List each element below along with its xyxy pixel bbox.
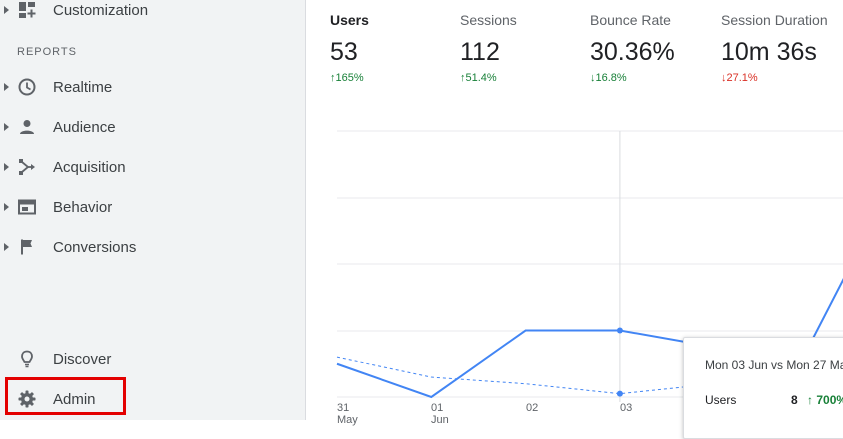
sidebar-item-acquisition[interactable]: Acquisition [0,149,305,185]
x-tick-label: 02 [526,402,539,414]
dashboard-plus-icon [17,0,37,20]
x-tick-label: 03 [620,402,633,414]
metric-value: 30.36% [590,38,675,66]
expand-caret-icon [4,203,9,211]
metric-change: ↓27.1% [721,72,758,84]
sidebar-item-label: Customization [53,1,149,19]
sidebar-item-label: Admin [53,390,96,408]
hover-point [616,327,623,334]
main-content: Users 53 ↑165% Sessions 112 ↑51.4% Bounc… [306,0,843,426]
tooltip-metric-label: Users [705,393,737,407]
metric-value: 10m 36s [721,38,817,66]
tooltip-metric-change: ↑ 700% [807,393,843,407]
metric-change: ↑51.4% [460,72,497,84]
expand-caret-icon [4,6,9,14]
arrow-down-icon: ↓ [590,72,596,84]
sidebar-item-label: Conversions [53,238,137,256]
x-tick-label: 01 Jun [431,402,449,426]
hover-point [616,390,623,397]
sidebar-item-admin[interactable]: Admin [0,381,305,417]
lightbulb-icon [17,349,37,369]
expand-caret-icon [4,243,9,251]
x-tick-label: 31 May [337,402,358,426]
gear-icon [17,389,37,409]
sidebar-item-customization[interactable]: Customization [0,0,305,28]
admin-highlight-box [5,377,126,415]
arrow-down-icon: ↓ [721,72,727,84]
metric-tab-session-duration[interactable]: Session Duration 10m 36s ↓27.1% [721,12,828,84]
sidebar-item-label: Audience [53,118,116,136]
arrow-up-icon: ↑ [807,393,813,407]
metric-tab-users[interactable]: Users 53 ↑165% [330,12,369,84]
expand-caret-icon [4,83,9,91]
metric-value: 53 [330,38,358,66]
sidebar-item-audience[interactable]: Audience [0,109,305,145]
sidebar-item-behavior[interactable]: Behavior [0,189,305,225]
sidebar: Customization REPORTS Realtime Audience [0,0,306,420]
clock-icon [17,77,37,97]
reports-section-label: REPORTS [17,46,77,58]
metric-tab-bounce-rate[interactable]: Bounce Rate 30.36% ↓16.8% [590,12,675,84]
sidebar-item-label: Acquisition [53,158,126,176]
tooltip-metric-value: 8 [791,393,798,407]
merge-arrows-icon [17,157,37,177]
flag-icon [17,237,37,257]
metric-label: Sessions [460,12,517,28]
metric-label: Session Duration [721,12,828,28]
chart-tooltip: Mon 03 Jun vs Mon 27 May Users 8 ↑ 700% [683,337,843,439]
metric-tab-sessions[interactable]: Sessions 112 ↑51.4% [460,12,517,84]
expand-caret-icon [4,163,9,171]
sidebar-item-conversions[interactable]: Conversions [0,229,305,265]
sidebar-item-discover[interactable]: Discover [0,341,305,377]
metric-label: Bounce Rate [590,12,671,28]
arrow-up-icon: ↑ [460,72,466,84]
tooltip-date-range: Mon 03 Jun vs Mon 27 May [705,358,843,372]
expand-caret-icon [4,123,9,131]
metric-change: ↓16.8% [590,72,627,84]
sidebar-item-label: Discover [53,350,112,368]
window-icon [17,197,37,217]
metric-value: 112 [460,38,500,66]
person-icon [17,117,37,137]
arrow-up-icon: ↑ [330,72,336,84]
metric-change: ↑165% [330,72,364,84]
sidebar-item-realtime[interactable]: Realtime [0,69,305,105]
sidebar-item-label: Behavior [53,198,113,216]
metric-label: Users [330,12,369,28]
sidebar-item-label: Realtime [53,78,113,96]
